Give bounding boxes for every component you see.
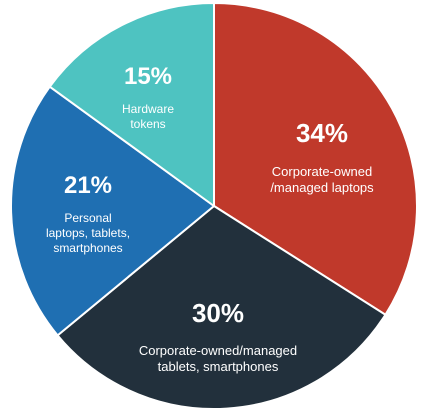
slice-percent-label: 21% [64, 172, 112, 199]
slice-category-label: tokens [130, 117, 165, 131]
pie-slice [48, 2, 215, 207]
slice-category-label: Corporate-owned/managed [139, 343, 297, 358]
slice-percent-label: 15% [124, 63, 172, 90]
slice-category-label: smartphones [53, 241, 122, 255]
slice-category-label: /managed laptops [270, 180, 374, 195]
slice-category-label: laptops, tablets, [46, 226, 130, 240]
pie-labels: 34% Corporate-owned/managed laptops 30% Cor… [46, 63, 374, 374]
pie-slice [10, 85, 215, 337]
pie-slice [56, 205, 387, 410]
slice-category-label: Hardware [122, 102, 174, 116]
slice-category-label: Corporate-owned [272, 164, 372, 179]
pie-slices [10, 2, 418, 410]
pie-slice [213, 2, 418, 316]
slice-percent-label: 34% [296, 118, 348, 148]
slice-percent-label: 30% [192, 298, 244, 328]
slice-category-label: Personal [64, 211, 111, 225]
slice-category-label: tablets, smartphones [158, 359, 279, 374]
